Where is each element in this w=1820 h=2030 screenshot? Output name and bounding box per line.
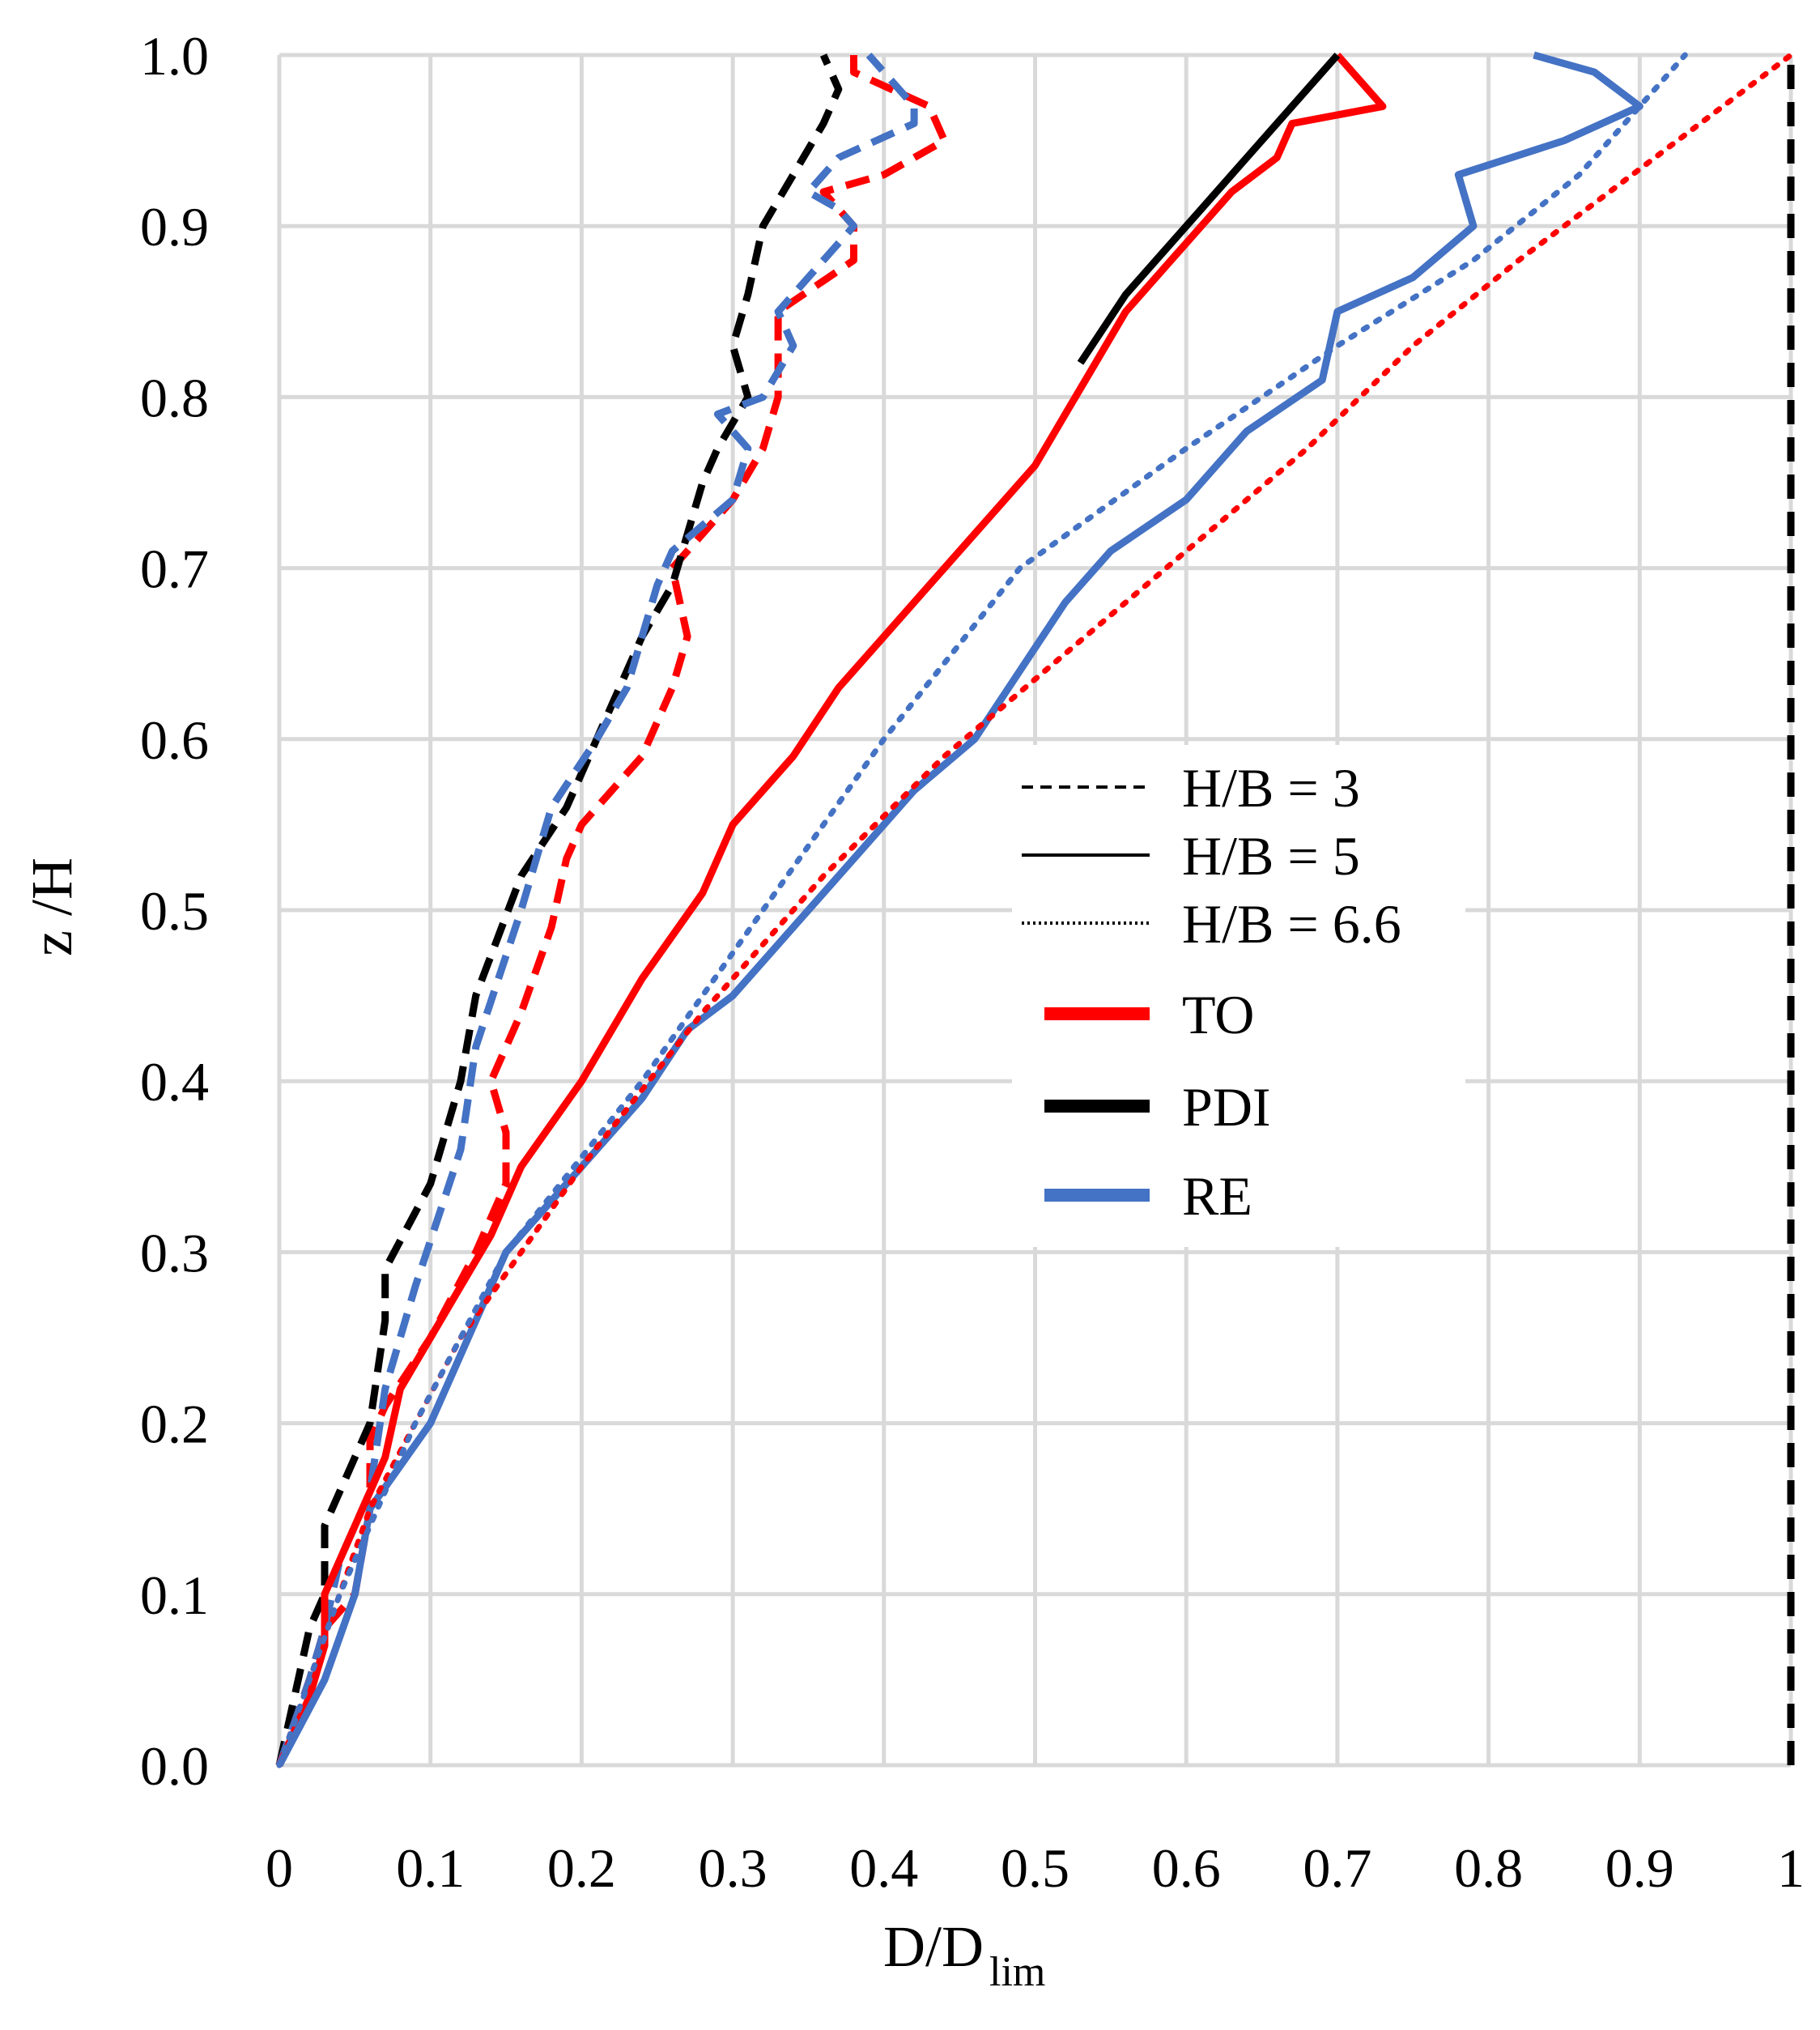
y-tick-label: 0.3	[140, 1222, 209, 1283]
y-tick-label: 0.2	[140, 1394, 209, 1455]
x-tick-label: 0.1	[396, 1837, 465, 1899]
x-tick-label: 0.7	[1303, 1837, 1371, 1899]
series-line	[275, 53, 918, 1767]
x-tick-label: 0.5	[1001, 1837, 1069, 1899]
x-axis-title: D/D	[883, 1914, 984, 1979]
x-tick-label: 0.9	[1605, 1837, 1674, 1899]
series-line	[275, 53, 1387, 1767]
y-tick-label: 0.6	[140, 709, 209, 771]
legend-label: H/B = 6.6	[1182, 893, 1401, 955]
series-line	[275, 55, 948, 1767]
y-axis-title: z /H	[19, 858, 84, 956]
y-tick-label: 0.1	[140, 1564, 209, 1626]
y-tick-label: 0.7	[140, 538, 209, 600]
legend-label: RE	[1182, 1165, 1252, 1227]
series-line	[276, 52, 1794, 1768]
x-tick-label: 0.8	[1454, 1837, 1523, 1899]
y-tick-label: 0.5	[140, 880, 209, 942]
x-tick-label: 0.6	[1152, 1837, 1221, 1899]
legend-label: PDI	[1182, 1076, 1271, 1138]
series-line	[276, 51, 1644, 1768]
series-line	[275, 53, 843, 1766]
legend-label: H/B = 5	[1182, 825, 1360, 887]
x-tick-label: 0.2	[547, 1837, 616, 1899]
y-tick-label: 0.4	[140, 1051, 209, 1113]
legend-background	[1012, 745, 1465, 1247]
series-line	[1077, 53, 1341, 365]
x-axis-title-subscript: lim	[989, 1949, 1045, 1995]
y-tick-label: 1.0	[140, 25, 209, 87]
x-tick-label: 0.4	[849, 1837, 918, 1899]
x-tick-labels: 0 0.1 0.2 0.3 0.4 0.5 0.6 0.7 0.8 0.9 1	[266, 1837, 1805, 1899]
y-tick-label: 0.9	[140, 196, 209, 257]
x-tick-label: 1	[1777, 1837, 1805, 1899]
legend: H/B = 3H/B = 5H/B = 6.6 TO PDI RE	[1012, 745, 1465, 1247]
legend-label: TO	[1182, 984, 1254, 1045]
y-tick-label: 0.0	[140, 1735, 209, 1797]
x-tick-label: 0	[266, 1837, 293, 1899]
legend-label: H/B = 3	[1182, 757, 1360, 819]
x-tick-label: 0.3	[699, 1837, 768, 1899]
series-layer	[275, 51, 1795, 1768]
y-tick-labels: 0.0 0.1 0.2 0.3 0.4 0.5 0.6 0.7 0.8 0.9 1.0	[140, 25, 209, 1797]
y-tick-label: 0.8	[140, 367, 209, 428]
